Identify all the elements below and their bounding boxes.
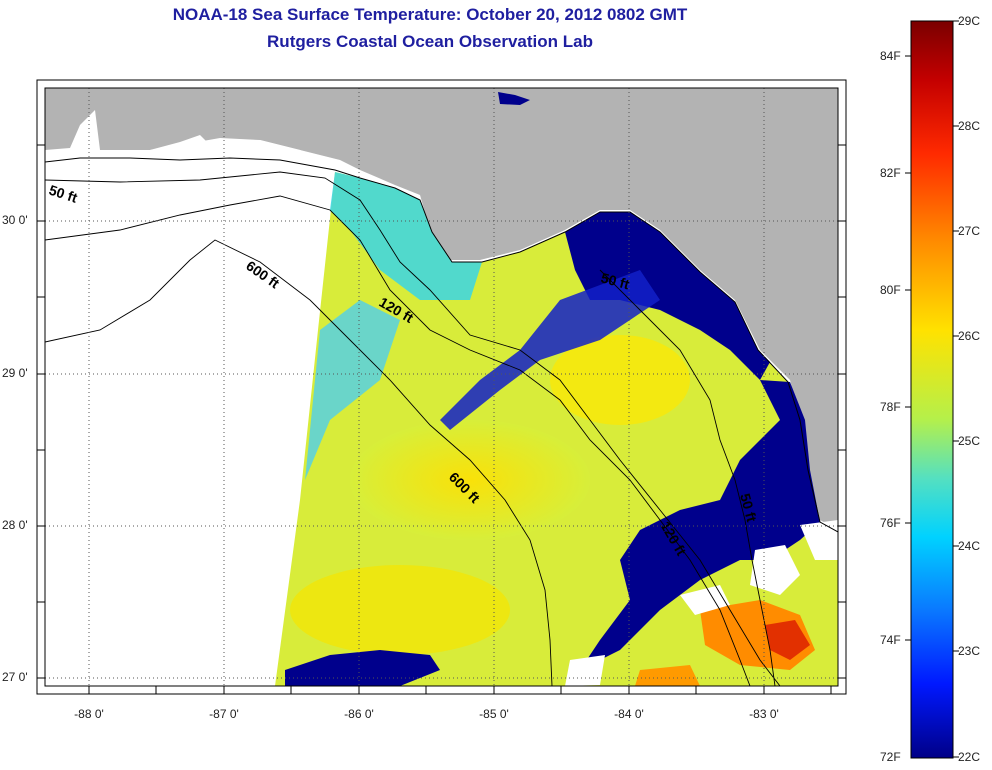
map-subtitle: Rutgers Coastal Ocean Observation Lab <box>267 32 593 51</box>
lon-tick-label: -88 0' <box>74 707 104 721</box>
lat-tick-label: 29 0' <box>2 366 28 380</box>
colorbar-f-label: 76F <box>880 516 901 530</box>
colorbar-f-label: 74F <box>880 633 901 647</box>
colorbar-f-label: 78F <box>880 400 901 414</box>
lat-tick-label: 30 0' <box>2 213 28 227</box>
colorbar-f-label: 82F <box>880 166 901 180</box>
colorbar-c-label: 24C <box>958 539 981 553</box>
cold-coastal-water <box>565 212 770 380</box>
colorbar-f-label: 84F <box>880 49 901 63</box>
lon-tick-label: -83 0' <box>749 707 779 721</box>
lon-tick-label: -85 0' <box>479 707 509 721</box>
colorbar-c-label: 26C <box>958 329 981 343</box>
lon-tick-label: -86 0' <box>344 707 374 721</box>
map-title: NOAA-18 Sea Surface Temperature: October… <box>172 5 688 24</box>
colorbar <box>910 20 954 759</box>
colorbar-f-label: 80F <box>880 283 901 297</box>
graticule <box>45 88 838 686</box>
lon-tick-label: -84 0' <box>614 707 644 721</box>
map-frame <box>44 87 839 687</box>
colorbar-c-label: 29C <box>958 14 981 28</box>
colorbar-c-label: 28C <box>958 119 981 133</box>
land-mass <box>45 88 838 530</box>
nearshore-cool-band <box>330 172 482 300</box>
colorbar-c-label: 25C <box>958 434 981 448</box>
colorbar-f-label: 72F <box>880 750 901 764</box>
colorbar-c-label: 27C <box>958 224 981 238</box>
lon-tick-label: -87 0' <box>209 707 239 721</box>
contour-label: 50 ft <box>599 269 631 292</box>
colorbar-c-label: 23C <box>958 644 981 658</box>
lat-tick-label: 28 0' <box>2 518 28 532</box>
contour-label: 50 ft <box>737 492 760 524</box>
lat-tick-label: 27 0' <box>2 670 28 684</box>
colorbar-c-label: 22C <box>958 750 981 764</box>
